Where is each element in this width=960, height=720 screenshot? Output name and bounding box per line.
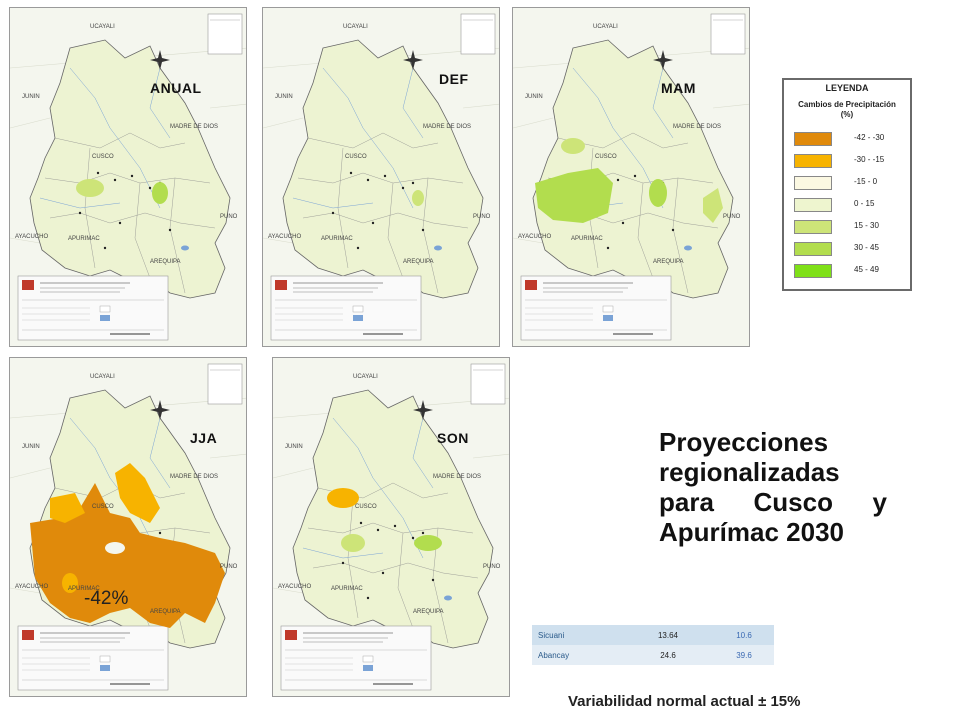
svg-text:UCAYALI: UCAYALI xyxy=(90,374,115,380)
svg-text:JUNIN: JUNIN xyxy=(22,94,40,100)
svg-text:PUNO: PUNO xyxy=(473,214,491,220)
svg-text:APURIMAC: APURIMAC xyxy=(321,236,353,242)
legend: LEYENDA Cambios de Precipitación (%) -42… xyxy=(782,78,912,291)
svg-text:CUSCO: CUSCO xyxy=(92,504,114,510)
table-row: Abancay 24.6 39.6 xyxy=(532,645,774,665)
map-panel-def: UCAYALI JUNIN MADRE DE DIOS CUSCO APURIM… xyxy=(262,7,500,347)
legend-item: 30 - 45 xyxy=(792,242,910,256)
season-label-mam: MAM xyxy=(661,80,696,96)
svg-text:AREQUIPA: AREQUIPA xyxy=(653,259,684,265)
legend-subtitle: Cambios de Precipitación (%) xyxy=(798,100,896,119)
svg-text:UCAYALI: UCAYALI xyxy=(343,24,368,30)
svg-text:AREQUIPA: AREQUIPA xyxy=(150,609,181,615)
svg-text:PUNO: PUNO xyxy=(723,214,741,220)
legend-swatch xyxy=(794,132,832,146)
title-line-3: para Cusco y xyxy=(659,487,887,517)
svg-text:APURIMAC: APURIMAC xyxy=(571,236,603,242)
svg-text:CUSCO: CUSCO xyxy=(92,154,114,160)
svg-text:MADRE DE DIOS: MADRE DE DIOS xyxy=(170,124,218,130)
svg-text:JUNIN: JUNIN xyxy=(275,94,293,100)
map-panel-son: UCAYALI JUNIN MADRE DE DIOS CUSCO APURIM… xyxy=(272,357,510,697)
season-label-jja: JJA xyxy=(190,430,218,446)
svg-text:AYACUCHO: AYACUCHO xyxy=(15,234,48,240)
svg-text:AYACUCHO: AYACUCHO xyxy=(15,584,48,590)
legend-item: -15 - 0 xyxy=(792,176,910,190)
page-title: Proyecciones regionalizadas para Cusco y… xyxy=(659,427,887,547)
svg-text:JUNIN: JUNIN xyxy=(285,444,303,450)
svg-text:CUSCO: CUSCO xyxy=(355,504,377,510)
svg-text:JUNIN: JUNIN xyxy=(525,94,543,100)
legend-swatch xyxy=(794,264,832,278)
svg-text:APURIMAC: APURIMAC xyxy=(331,586,363,592)
legend-swatch xyxy=(794,220,832,234)
svg-text:AREQUIPA: AREQUIPA xyxy=(413,609,444,615)
variability-note: Variabilidad normal actual ± 15% xyxy=(568,693,801,710)
jja-percent-label: -42% xyxy=(84,588,129,609)
map-jja: UCAYALI JUNIN MADRE DE DIOS CUSCO APURIM… xyxy=(10,358,246,696)
svg-text:MADRE DE DIOS: MADRE DE DIOS xyxy=(423,124,471,130)
svg-text:AREQUIPA: AREQUIPA xyxy=(403,259,434,265)
svg-text:UCAYALI: UCAYALI xyxy=(90,24,115,30)
legend-item: 15 - 30 xyxy=(792,220,910,234)
svg-text:AYACUCHO: AYACUCHO xyxy=(518,234,551,240)
svg-text:AREQUIPA: AREQUIPA xyxy=(150,259,181,265)
svg-text:MADRE DE DIOS: MADRE DE DIOS xyxy=(170,474,218,480)
svg-text:AYACUCHO: AYACUCHO xyxy=(268,234,301,240)
map-mam: UCAYALI JUNIN MADRE DE DIOS CUSCO APURIM… xyxy=(513,8,749,346)
legend-item: 0 - 15 xyxy=(792,198,910,212)
svg-text:UCAYALI: UCAYALI xyxy=(593,24,618,30)
svg-text:AYACUCHO: AYACUCHO xyxy=(278,584,311,590)
svg-text:PUNO: PUNO xyxy=(220,564,238,570)
station-table: Sicuani 13.64 10.6 Abancay 24.6 39.6 xyxy=(532,625,774,665)
map-anual: UCAYALI JUNIN MADRE DE DIOS CUSCO APURIM… xyxy=(10,8,246,346)
map-def: UCAYALI JUNIN MADRE DE DIOS CUSCO APURIM… xyxy=(263,8,499,346)
svg-text:PUNO: PUNO xyxy=(483,564,501,570)
map-panel-anual: UCAYALI JUNIN MADRE DE DIOS CUSCO APURIM… xyxy=(9,7,247,347)
svg-text:CUSCO: CUSCO xyxy=(345,154,367,160)
map-panel-jja: UCAYALI JUNIN MADRE DE DIOS CUSCO APURIM… xyxy=(9,357,247,697)
legend-swatch xyxy=(794,176,832,190)
map-panel-mam: UCAYALI JUNIN MADRE DE DIOS CUSCO APURIM… xyxy=(512,7,750,347)
legend-item: 45 - 49 xyxy=(792,264,910,278)
map-son: UCAYALI JUNIN MADRE DE DIOS CUSCO APURIM… xyxy=(273,358,509,696)
svg-text:UCAYALI: UCAYALI xyxy=(353,374,378,380)
svg-text:CUSCO: CUSCO xyxy=(595,154,617,160)
svg-text:APURIMAC: APURIMAC xyxy=(68,236,100,242)
season-label-son: SON xyxy=(437,430,469,446)
legend-item: -30 - -15 xyxy=(792,154,910,168)
table-row: Sicuani 13.64 10.6 xyxy=(532,625,774,645)
legend-swatch xyxy=(794,154,832,168)
legend-title: LEYENDA xyxy=(825,83,869,93)
svg-text:APURIMAC: APURIMAC xyxy=(68,586,100,592)
svg-text:MADRE DE DIOS: MADRE DE DIOS xyxy=(673,124,721,130)
svg-text:MADRE DE DIOS: MADRE DE DIOS xyxy=(433,474,481,480)
legend-item: -42 - -30 xyxy=(792,132,910,146)
svg-text:JUNIN: JUNIN xyxy=(22,444,40,450)
season-label-def: DEF xyxy=(439,71,469,87)
legend-swatch xyxy=(794,242,832,256)
svg-text:PUNO: PUNO xyxy=(220,214,238,220)
season-label-anual: ANUAL xyxy=(150,80,202,96)
legend-swatch xyxy=(794,198,832,212)
